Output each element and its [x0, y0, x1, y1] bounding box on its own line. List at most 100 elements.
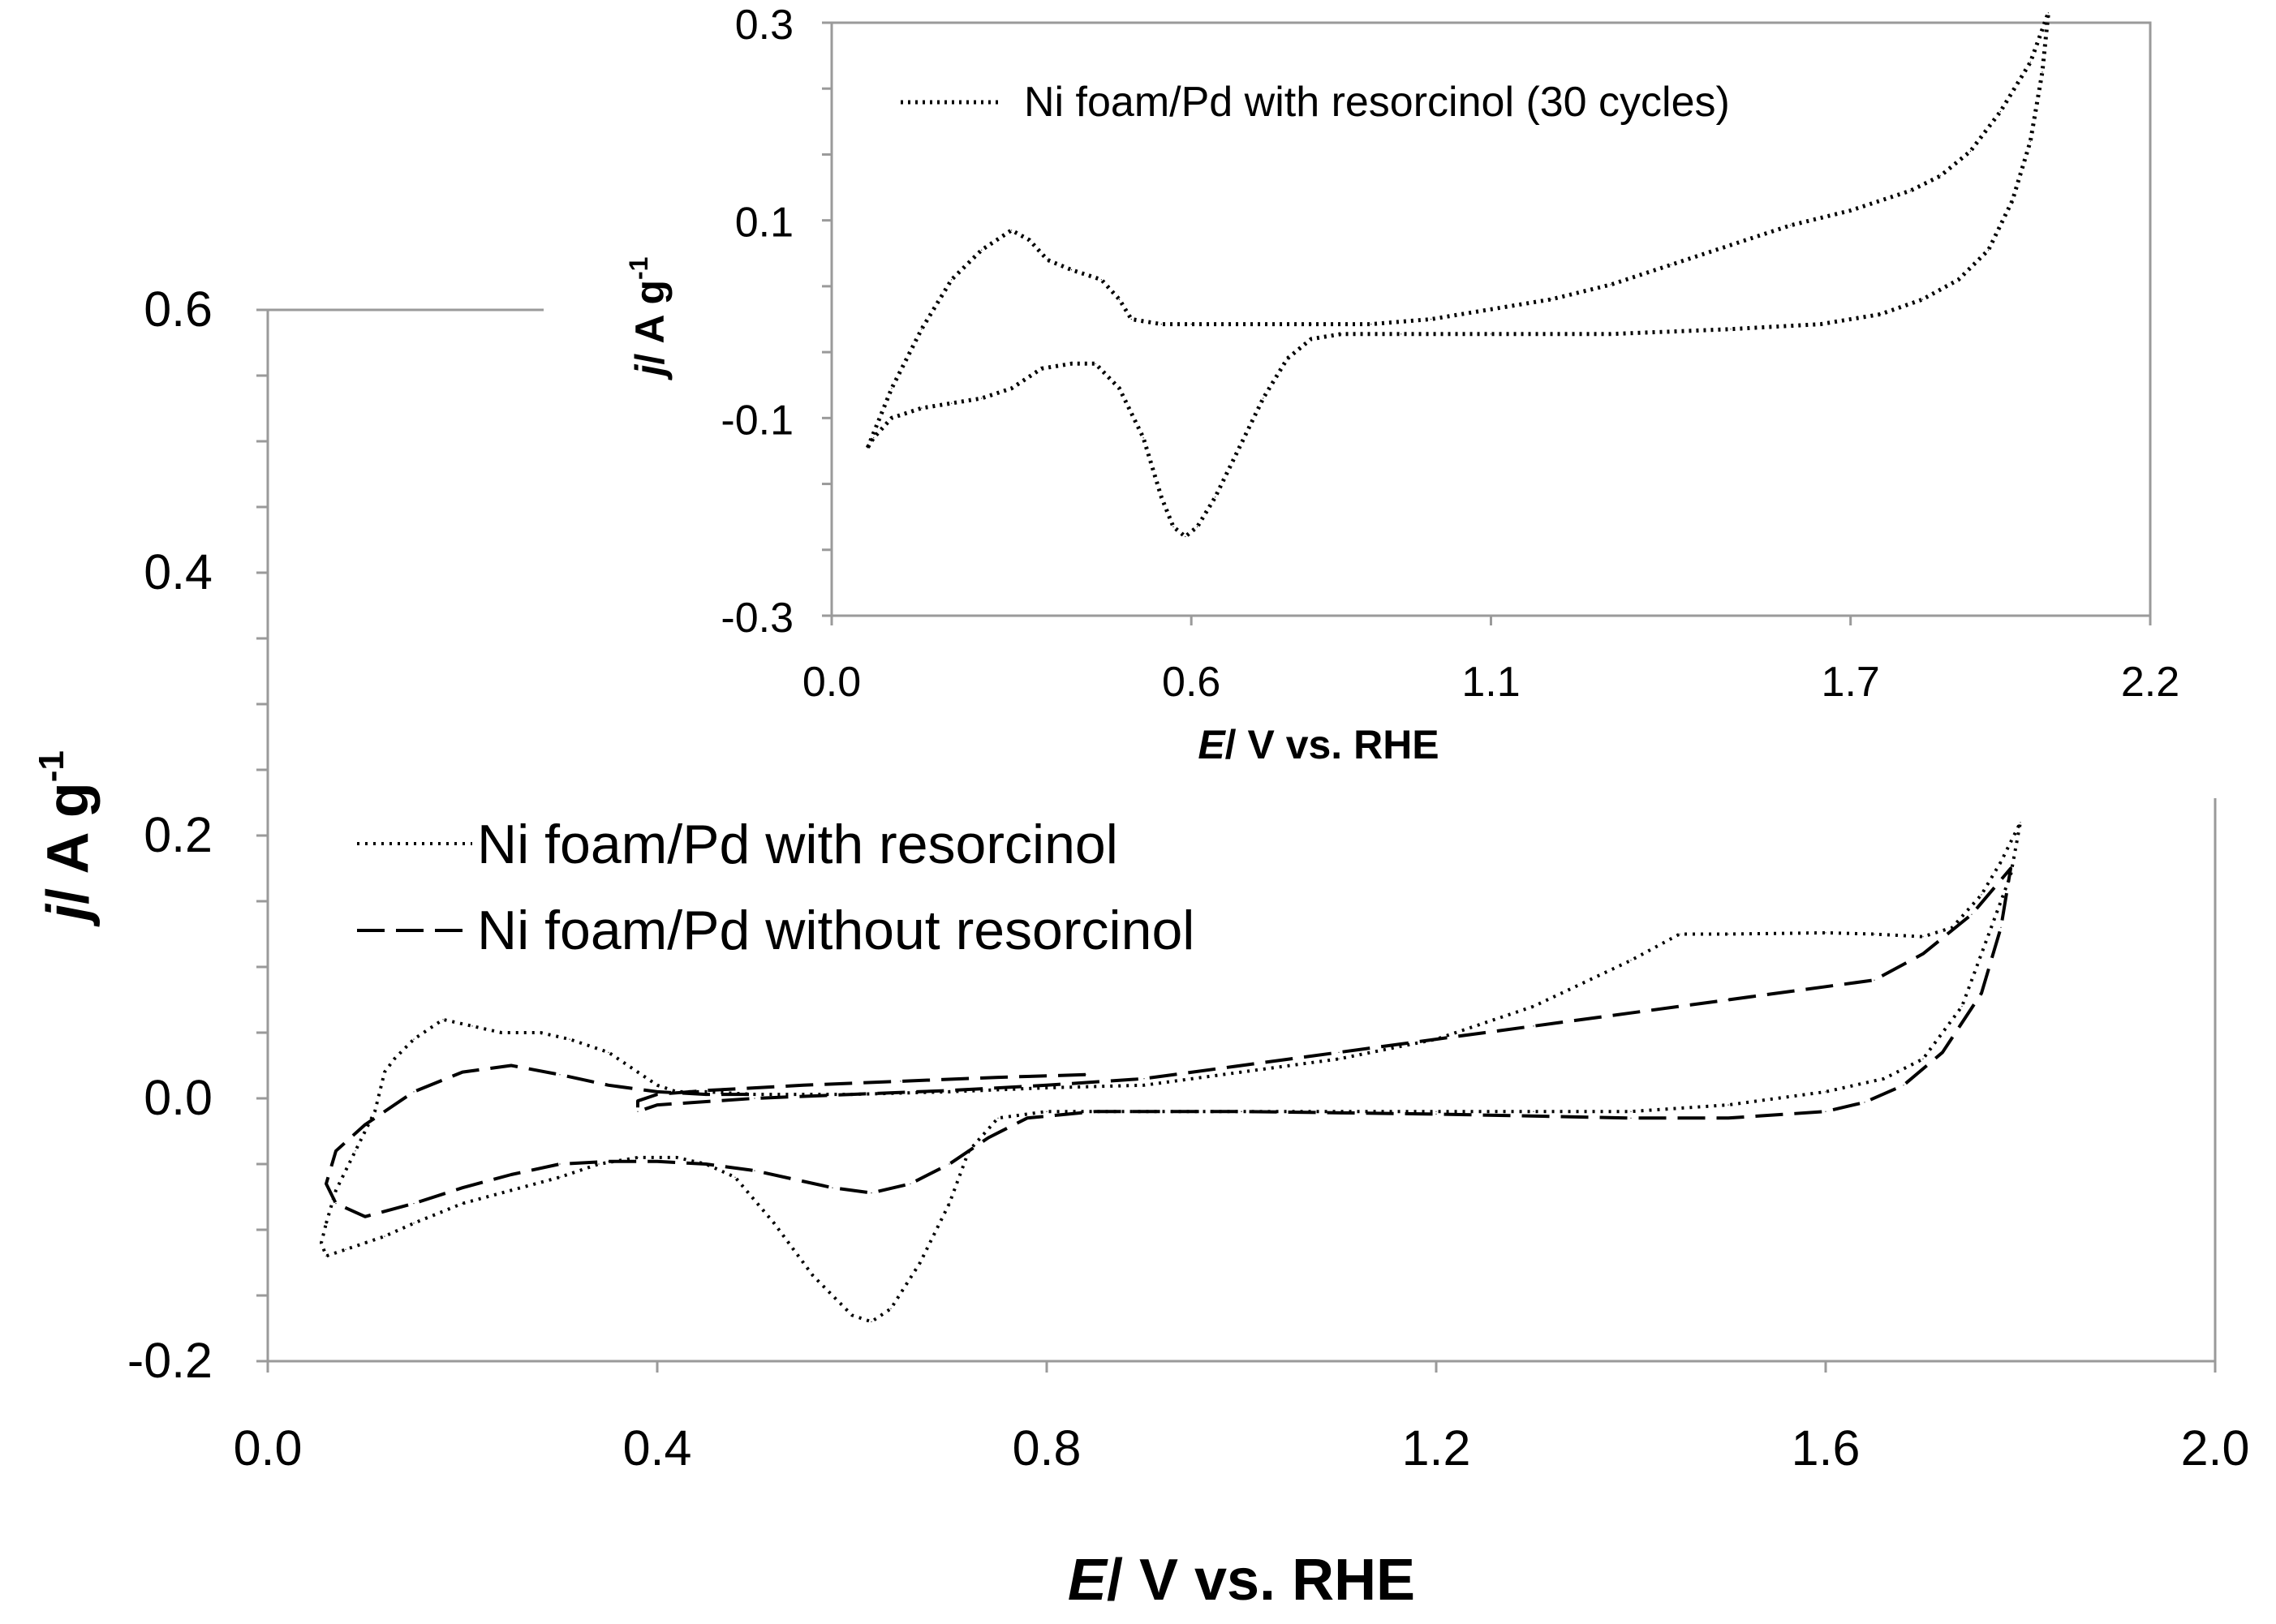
main-series-1-point — [1435, 1113, 1437, 1115]
inset-series-0-point — [1197, 526, 1198, 528]
inset-series-0-point — [1040, 367, 1043, 369]
inset-series-0-point — [1310, 338, 1312, 340]
inset-series-0-point — [867, 447, 868, 449]
inset-y-tick-label: 0.1 — [735, 200, 794, 247]
main-series-1-point — [1727, 999, 1729, 1001]
inset-series-0-point — [1939, 175, 1942, 177]
main-series-0-point — [345, 1248, 346, 1250]
main-series-0-point — [1825, 1091, 1826, 1093]
main-legend: Ni foam/Pd with resorcinol Ni foam/Pd wi… — [357, 814, 1194, 961]
inset-series-0-point — [1118, 299, 1121, 300]
inset-series-0-point — [1118, 388, 1121, 389]
inset-series-0-point — [1340, 333, 1342, 335]
main-x-tick-label: 1.2 — [1402, 1420, 1471, 1476]
main-series-1-point — [656, 1091, 658, 1093]
inset-series-0-point — [1921, 299, 1923, 300]
legend-label-without-resorcinol: Ni foam/Pd without resorcinol — [477, 900, 1194, 961]
main-series-1-point — [637, 1100, 639, 1102]
inset-y-tick-label: -0.3 — [721, 595, 794, 642]
inset-series-0-point — [891, 388, 893, 389]
main-series-0-point — [676, 1157, 678, 1158]
inset-chart: 0.0 0.6 1.1 1.7 2.2 -0.3 -0.1 0.1 0.3 E/ V vs. R… — [545, 2, 2265, 798]
inset-series-0-point — [2011, 200, 2013, 201]
main-series-0-point — [1961, 1006, 1963, 1007]
main-series-0-point — [442, 1019, 444, 1020]
main-series-1-point — [1825, 986, 1826, 987]
main-series-0-point — [462, 1203, 463, 1205]
main-series-1-point — [364, 1216, 366, 1218]
main-series-0-point — [413, 1038, 415, 1040]
main-y-axis-title: j/ A g-1 — [32, 750, 101, 927]
main-series-1-point — [335, 1150, 337, 1152]
main-series-0-point — [384, 1235, 385, 1237]
main-series-1-point — [987, 1137, 989, 1139]
main-x-axis-title: E/ V vs. RHE — [1068, 1548, 1415, 1613]
main-series-0-point — [608, 1051, 609, 1053]
main-series-1-point — [851, 1093, 853, 1095]
main-chart: 0.0 0.4 0.8 1.2 1.6 2.0 -0.2 0.0 0.2 0.4 0.6 E/ V … — [32, 281, 2249, 1613]
main-series-1-point — [510, 1174, 512, 1175]
inset-series-0-point — [1988, 249, 1990, 251]
inset-series-0-point — [1160, 496, 1162, 498]
main-y-tick-label: 0.0 — [144, 1070, 213, 1125]
main-y-tick-label: 0.6 — [144, 281, 213, 337]
main-series-0-point — [364, 1242, 366, 1244]
main-series-0-point — [1046, 1111, 1048, 1112]
inset-series-0-point — [2047, 12, 2049, 14]
inset-series-0-point — [951, 279, 953, 281]
main-series-0-point — [1727, 1104, 1729, 1106]
main-series-0-point — [1435, 1111, 1437, 1112]
main-series-0-point — [1951, 926, 1953, 928]
inset-series-0-point — [873, 437, 875, 439]
main-series-1-point — [1338, 1051, 1340, 1053]
main-series-1-point — [2000, 926, 2002, 928]
main-series-1-point — [1533, 1025, 1534, 1027]
inset-series-0-point — [2029, 140, 2031, 142]
main-series-0-point — [1046, 1087, 1048, 1089]
inset-x-tick-label: 2.2 — [2121, 659, 2179, 706]
main-series-1-point — [705, 1093, 707, 1095]
main-series-0-point — [325, 1255, 327, 1257]
inset-y-tick-label: 0.3 — [735, 2, 794, 49]
main-series-1-point — [1942, 1051, 1943, 1053]
inset-series-0-point — [981, 249, 983, 251]
main-x-tick-label: 0.4 — [623, 1420, 692, 1476]
main-series-1-point — [1825, 1111, 1826, 1112]
inset-legend-label: Ni foam/Pd with resorcinol (30 cycles) — [1024, 79, 1730, 126]
main-series-1-point — [656, 1093, 658, 1095]
main-series-1-point — [637, 1111, 639, 1112]
inset-x-tick-label: 0.6 — [1162, 659, 1220, 706]
main-series-0-point — [773, 1222, 775, 1224]
main-tick-marks — [256, 308, 2217, 1373]
inset-series-0-point — [1880, 313, 1882, 315]
main-series-0-point — [1990, 926, 1992, 928]
main-series-0-point — [1533, 1006, 1534, 1007]
main-series-1-point — [1727, 1117, 1729, 1119]
main-series-1-point — [1435, 1038, 1437, 1040]
inset-x-tick-label: 0.0 — [802, 659, 861, 706]
inset-tick-labels: 0.0 0.6 1.1 1.7 2.2 -0.3 -0.1 0.1 0.3 — [721, 2, 2179, 706]
inset-series-0-point — [1029, 239, 1030, 241]
inset-x-tick-label: 1.7 — [1822, 659, 1880, 706]
inset-series-0-point — [1670, 264, 1672, 266]
inset-y-axis-title: j/ A g-1 — [624, 257, 673, 381]
main-series-ni-foam-pd-with-resorcinol — [320, 820, 2022, 1324]
main-series-1-point — [559, 1074, 561, 1076]
inset-tick-marks — [822, 21, 2152, 625]
inset-series-0-point — [1070, 363, 1073, 364]
main-series-0-point — [705, 1091, 707, 1093]
main-y-tick-label: 0.4 — [144, 544, 213, 599]
main-y-tick-label: -0.2 — [127, 1333, 213, 1388]
inset-series-0-point — [1958, 279, 1960, 281]
inset-series-0-point — [1142, 437, 1144, 439]
inset-series-0-point — [981, 397, 983, 399]
main-series-0-point — [851, 1314, 853, 1316]
main-series-1-point — [997, 1076, 999, 1078]
main-series-0-point — [637, 1157, 639, 1158]
main-series-0-point — [812, 1275, 814, 1277]
main-series-0-point — [569, 1038, 570, 1040]
inset-series-0-point — [951, 402, 953, 404]
main-series-0-point — [1533, 1111, 1534, 1112]
main-series-1-point — [364, 1123, 366, 1125]
main-y-tick-label: 0.2 — [144, 807, 213, 862]
